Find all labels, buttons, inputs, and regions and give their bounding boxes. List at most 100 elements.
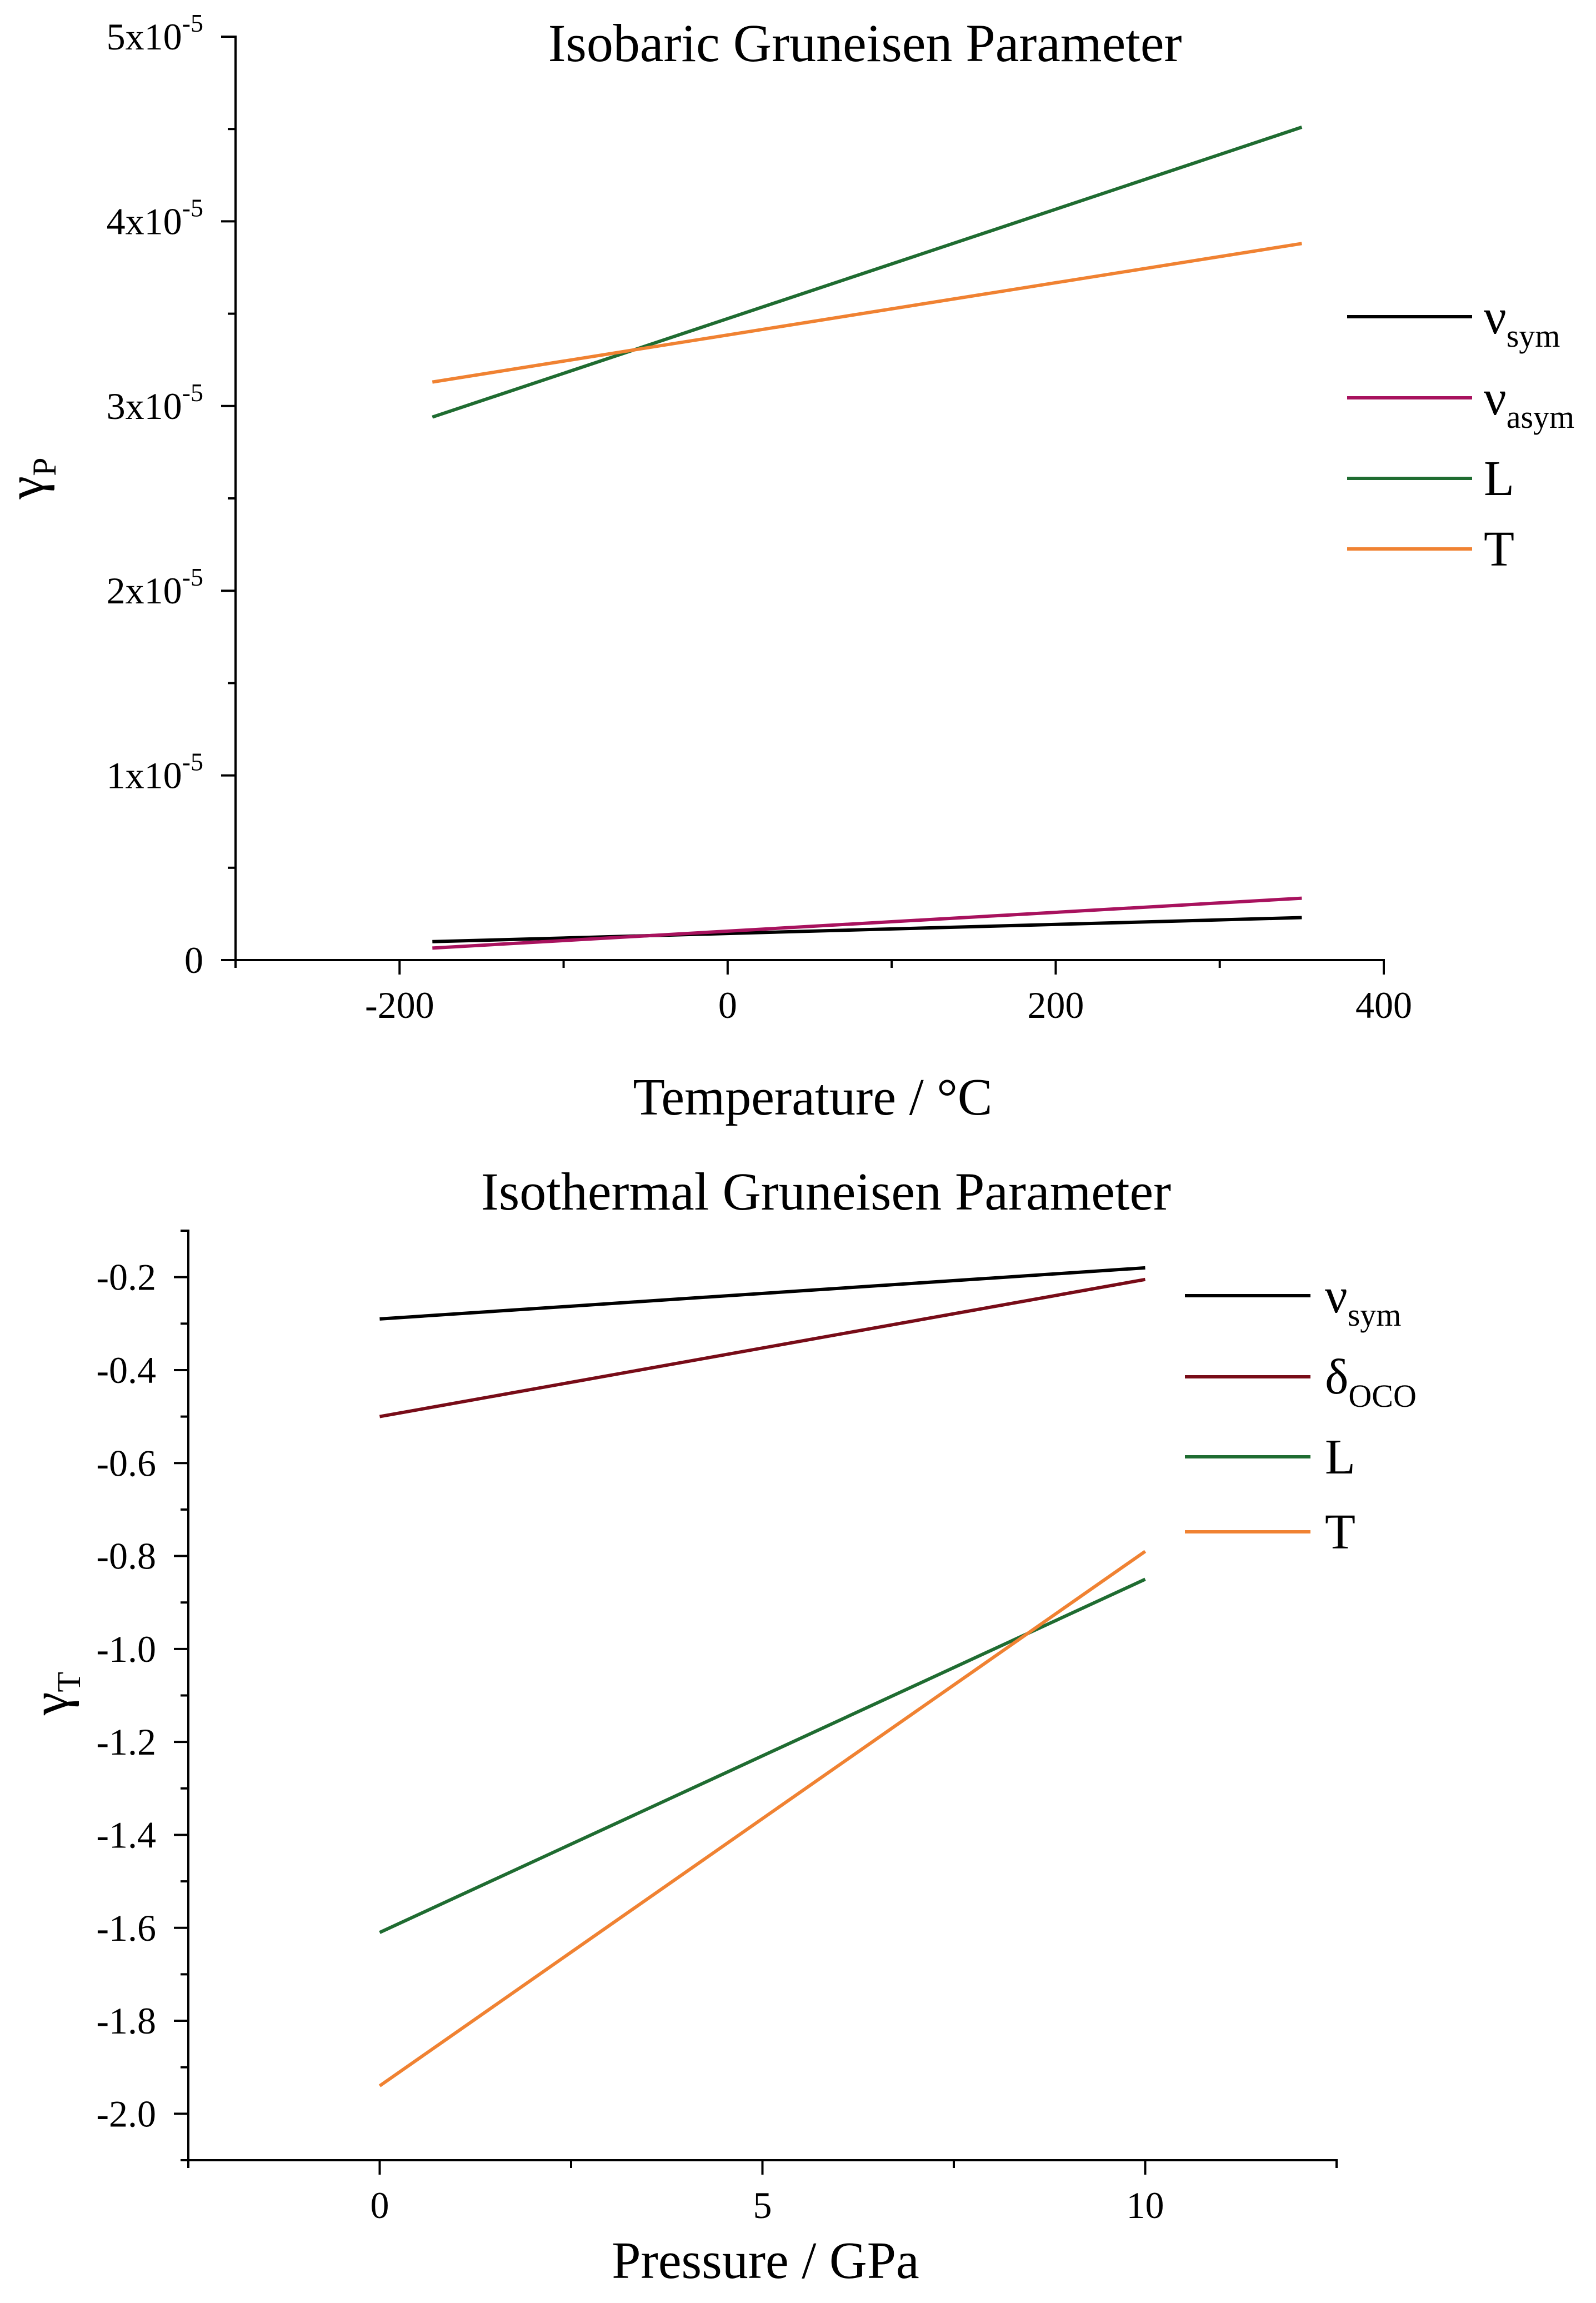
y-tick-label-exponent: -5 <box>182 193 203 222</box>
chart-title: Isobaric Gruneisen Parameter <box>548 13 1182 73</box>
legend-label: νsym <box>1325 1268 1401 1333</box>
y-tick-label-value: 0 <box>184 939 203 981</box>
y-tick-label-value: -0.2 <box>96 1256 156 1298</box>
y-tick-label: -0.8 <box>96 1535 156 1577</box>
series-line-t <box>378 1550 1147 2087</box>
axes <box>174 1230 1338 2175</box>
y-tick-label: -2.0 <box>96 2092 156 2135</box>
series-line-l <box>432 126 1303 419</box>
y-tick-label-value: -1.6 <box>96 1907 156 1949</box>
x-tick-label: 0 <box>371 2184 389 2226</box>
y-tick-label: -0.4 <box>96 1349 156 1391</box>
y-tick-label-value: 1x10 <box>107 755 182 797</box>
y-tick-label: 4x10-5 <box>107 193 203 242</box>
legend-label-symbol: ν <box>1484 371 1507 426</box>
plot-area: 0 5 10 -0.2 -0.4 -0.6 -0.8 -1.0 -1.2 -1.4 -1.6 -1.8… <box>96 1230 1338 2226</box>
legend-label-symbol: ν <box>1484 289 1507 344</box>
legend-label-subscript: sym <box>1348 1297 1402 1333</box>
legend-item-t: T <box>1185 1505 1355 1560</box>
legend-label-symbol: L <box>1325 1430 1355 1485</box>
y-axis-label-subscript: P <box>26 458 63 476</box>
y-tick-label: -1.2 <box>96 1721 156 1763</box>
series-line-t <box>432 242 1302 384</box>
y-tick-label-value: -0.8 <box>96 1535 156 1577</box>
x-tick-label: 10 <box>1127 2184 1164 2226</box>
y-tick-label-exponent: -5 <box>182 9 203 37</box>
y-tick-label: -1.6 <box>96 1907 156 1949</box>
x-tick-label: 200 <box>1027 984 1084 1026</box>
x-axis-label: Temperature / °C <box>633 1068 993 1126</box>
y-tick-label: 1x10-5 <box>107 748 203 797</box>
y-tick-label-exponent: -5 <box>182 748 203 776</box>
y-tick-label: 5x10-5 <box>107 9 203 58</box>
series-line-sym <box>432 916 1302 943</box>
legend-item-sym: νsym <box>1347 289 1560 354</box>
y-tick-label-value: -0.6 <box>96 1442 156 1484</box>
series-line-asym <box>432 896 1302 950</box>
y-tick-label-value: -1.8 <box>96 2000 156 2042</box>
legend-label-subscript: asym <box>1507 399 1574 435</box>
y-tick-label-value: -1.4 <box>96 1814 156 1856</box>
y-tick-label-value: 3x10 <box>107 385 182 427</box>
x-axis-label: Pressure / GPa <box>612 2232 919 2290</box>
legend-item-l: L <box>1347 451 1514 506</box>
legend-label: νsym <box>1484 289 1560 354</box>
series-line-l <box>379 1577 1146 1934</box>
chart-title: Isothermal Gruneisen Parameter <box>481 1162 1171 1221</box>
legend-item-l: L <box>1185 1430 1355 1485</box>
y-tick-label-value: -1.2 <box>96 1721 156 1763</box>
y-tick-label: -1.8 <box>96 2000 156 2042</box>
x-tick-label: -200 <box>365 984 434 1026</box>
legend-label: T <box>1325 1505 1355 1560</box>
legend-label: T <box>1484 522 1514 577</box>
y-axis-label-symbol: γ <box>0 476 55 500</box>
legend-item-asym: νasym <box>1347 371 1574 435</box>
chart-isothermal-gruneisen: Isothermal Gruneisen Parameter 0 5 10 -0.2 -… <box>22 1162 1417 2290</box>
y-axis-label-symbol: γ <box>22 1692 79 1716</box>
x-tick-label: 400 <box>1355 984 1412 1026</box>
legend-label: L <box>1484 451 1514 506</box>
y-tick-label: -1.4 <box>96 1814 156 1856</box>
y-tick-label: 2x10-5 <box>107 563 203 612</box>
legend-label-symbol: T <box>1484 522 1514 577</box>
y-axis-label: γP <box>0 458 63 500</box>
y-tick-label: -1.0 <box>96 1628 156 1670</box>
y-tick-label: 0 <box>184 939 203 981</box>
legend-label-symbol: L <box>1484 451 1514 506</box>
y-tick-label: -0.2 <box>96 1256 156 1298</box>
series-line-sym <box>379 1266 1145 1321</box>
legend-label-symbol: δ <box>1325 1350 1348 1405</box>
y-tick-label-value: 4x10 <box>107 200 182 242</box>
legend-label-subscript: sym <box>1507 318 1560 354</box>
series-line-oco <box>379 1277 1146 1418</box>
legend-label: L <box>1325 1430 1355 1485</box>
legend-item-oco: δOCO <box>1185 1350 1417 1414</box>
legend-label: δOCO <box>1325 1350 1417 1414</box>
legend-label: νasym <box>1484 371 1574 435</box>
y-tick-label-value: -0.4 <box>96 1349 156 1391</box>
legend-label-symbol: ν <box>1325 1268 1348 1323</box>
legend-item-t: T <box>1347 522 1514 577</box>
y-tick-label-exponent: -5 <box>182 563 203 591</box>
y-tick-label-exponent: -5 <box>182 378 203 407</box>
legend-label-subscript: OCO <box>1348 1378 1416 1414</box>
y-axis-label-subscript: T <box>51 1672 87 1692</box>
x-tick-label: 0 <box>718 984 737 1026</box>
y-tick-label-value: -2.0 <box>96 2092 156 2135</box>
y-tick-label-value: 2x10 <box>107 569 182 612</box>
y-tick-label-value: -1.0 <box>96 1628 156 1670</box>
axes <box>221 36 1385 975</box>
plot-area: -200 0 200 40001x10-52x10-53x10-54x10-55x10… <box>107 9 1412 1026</box>
legend-item-sym: νsym <box>1185 1268 1401 1333</box>
x-tick-label: 5 <box>753 2184 772 2226</box>
y-tick-label: -0.6 <box>96 1442 156 1484</box>
legend-label-symbol: T <box>1325 1505 1355 1560</box>
chart-isobaric-gruneisen: Isobaric Gruneisen Parameter -200 0 200 400… <box>0 9 1574 1126</box>
y-axis-label: γT <box>22 1672 87 1716</box>
y-tick-label-value: 5x10 <box>107 16 182 58</box>
y-tick-label: 3x10-5 <box>107 378 203 427</box>
